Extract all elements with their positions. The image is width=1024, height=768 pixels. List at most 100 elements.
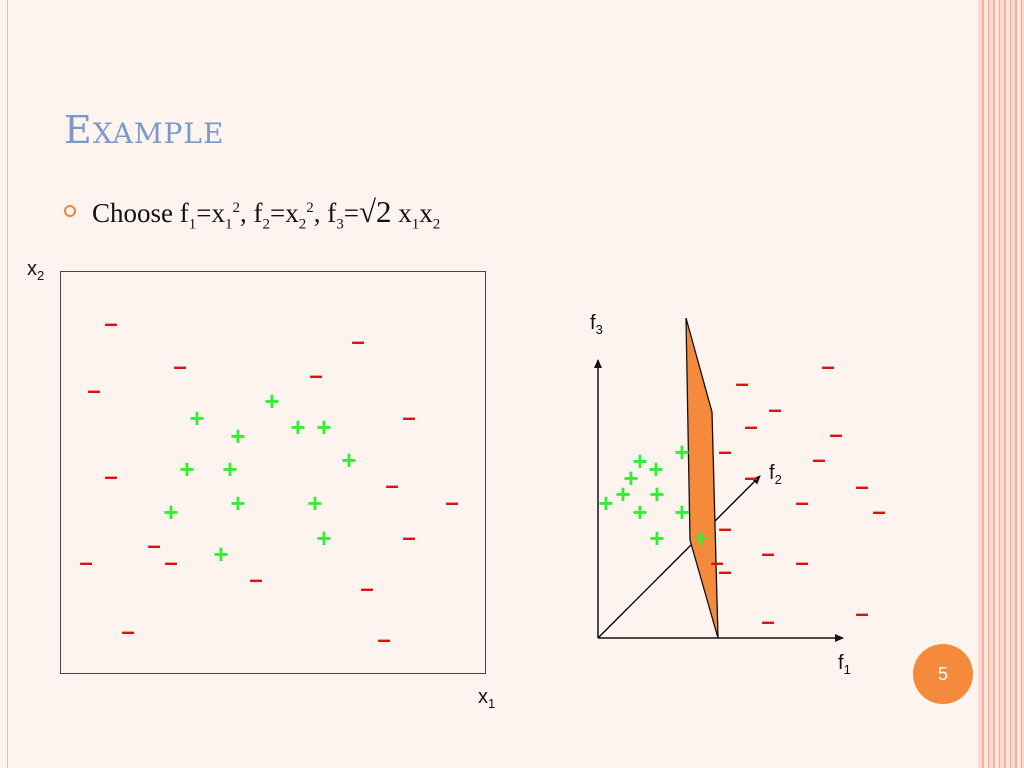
positive-mark: + xyxy=(290,412,305,442)
axis-label-sub: 3 xyxy=(595,322,603,337)
slide-frame-left xyxy=(7,0,8,768)
negative-mark: – xyxy=(309,363,322,390)
positive-mark: + xyxy=(598,488,613,518)
bullet-sub: 3 xyxy=(336,216,344,233)
positive-mark: + xyxy=(316,412,331,442)
negative-mark: – xyxy=(761,541,774,568)
negative-mark: – xyxy=(821,354,834,381)
left-x-axis-label: x1 xyxy=(478,686,495,711)
negative-mark: – xyxy=(121,619,134,646)
negative-mark: – xyxy=(249,567,262,594)
negative-mark: – xyxy=(812,447,825,474)
positive-mark: + xyxy=(632,446,647,476)
positive-mark: + xyxy=(230,488,245,518)
bullet-frag: , f xyxy=(313,198,337,228)
negative-mark: – xyxy=(385,473,398,500)
negative-mark: – xyxy=(744,465,757,492)
left-y-axis-label: x2 xyxy=(27,258,44,283)
bullet-frag: Choose f xyxy=(92,198,189,228)
right-z-axis-label: f3 xyxy=(590,312,603,337)
negative-mark: – xyxy=(351,329,364,356)
bullet-sub: 2 xyxy=(432,216,441,233)
negative-mark: – xyxy=(768,397,781,424)
negative-mark: – xyxy=(829,422,842,449)
title-initial: E xyxy=(64,108,93,152)
positive-mark: + xyxy=(222,454,237,484)
bullet-sub: 1 xyxy=(188,216,197,233)
positive-mark: + xyxy=(163,497,178,527)
axis-label-text: f xyxy=(769,462,775,484)
sqrt-two: √2 xyxy=(358,194,392,229)
bullet-icon xyxy=(64,205,76,217)
right-x-axis-label: f1 xyxy=(838,652,851,677)
page-number-badge: 5 xyxy=(913,644,973,704)
negative-mark: – xyxy=(173,354,186,381)
positive-mark: + xyxy=(623,463,638,493)
negative-mark: – xyxy=(147,533,160,560)
bullet-sup: 2 xyxy=(232,200,240,216)
negative-mark: – xyxy=(104,311,117,338)
negative-mark: – xyxy=(402,525,415,552)
bullet-frag: =x xyxy=(269,198,299,228)
page-number: 5 xyxy=(937,663,948,684)
positive-mark: + xyxy=(615,479,630,509)
axis-label-sub: 1 xyxy=(488,696,496,711)
positive-mark: + xyxy=(649,479,664,509)
bullet-frag: , f xyxy=(239,198,263,228)
negative-mark: – xyxy=(761,609,774,636)
axis-label-sub: 2 xyxy=(37,268,45,283)
negative-mark: – xyxy=(360,576,373,603)
negative-mark: – xyxy=(377,627,390,654)
positive-mark: + xyxy=(307,488,322,518)
axis-label-text: x xyxy=(27,258,37,280)
positive-mark: + xyxy=(674,497,689,527)
bullet-text: Choose f1=x12, f2=x22, f3=√2 x1x2 xyxy=(92,194,440,233)
bullet-sub: 2 xyxy=(298,216,307,233)
bullet-sup: 2 xyxy=(306,200,314,216)
positive-mark: + xyxy=(179,454,194,484)
bullet-frag: =x xyxy=(196,198,225,228)
bullet-sub: 1 xyxy=(411,216,420,233)
separating-plane xyxy=(685,317,719,639)
negative-mark: – xyxy=(79,550,92,577)
negative-mark: – xyxy=(718,439,731,466)
positive-mark: + xyxy=(693,523,708,553)
axis-label-sub: 1 xyxy=(843,662,851,677)
negative-mark: – xyxy=(872,499,885,526)
slide-frame-stripes xyxy=(978,0,1024,768)
f2-axis-arrow xyxy=(597,475,761,639)
negative-mark: – xyxy=(744,414,757,441)
axis-label-sub: 2 xyxy=(774,472,782,487)
slide-title: EXAMPLE xyxy=(64,108,224,152)
positive-mark: + xyxy=(632,497,647,527)
axis-label-text: x xyxy=(478,686,488,708)
negative-mark: – xyxy=(718,516,731,543)
negative-mark: – xyxy=(402,405,415,432)
negative-mark: – xyxy=(855,601,868,628)
negative-mark: – xyxy=(718,559,731,586)
positive-mark: + xyxy=(648,454,663,484)
negative-mark: – xyxy=(795,490,808,517)
negative-mark: – xyxy=(164,550,177,577)
bullet-frag: = xyxy=(343,198,359,228)
axis-label-text: f xyxy=(838,652,844,674)
negative-mark: – xyxy=(710,550,723,577)
positive-mark: + xyxy=(674,437,689,467)
negative-mark: – xyxy=(855,474,868,501)
bullet-sub: 1 xyxy=(224,216,233,233)
negative-mark: – xyxy=(735,371,748,398)
positive-mark: + xyxy=(649,523,664,553)
negative-mark: – xyxy=(445,490,458,517)
input-space-plot-frame xyxy=(60,271,486,674)
data-marks: ––– –––– ––––– –– –– ––––– –– –– –– ––– – ––– –+++ + +… xyxy=(79,311,885,654)
positive-mark: + xyxy=(213,539,228,569)
positive-mark: + xyxy=(189,403,204,433)
positive-mark: + xyxy=(230,421,245,451)
bullet-sub: 2 xyxy=(262,216,270,233)
negative-mark: – xyxy=(795,550,808,577)
positive-mark: + xyxy=(264,386,279,416)
right-y-axis-label: f2 xyxy=(769,462,782,487)
bullet-frag: x xyxy=(419,198,433,228)
